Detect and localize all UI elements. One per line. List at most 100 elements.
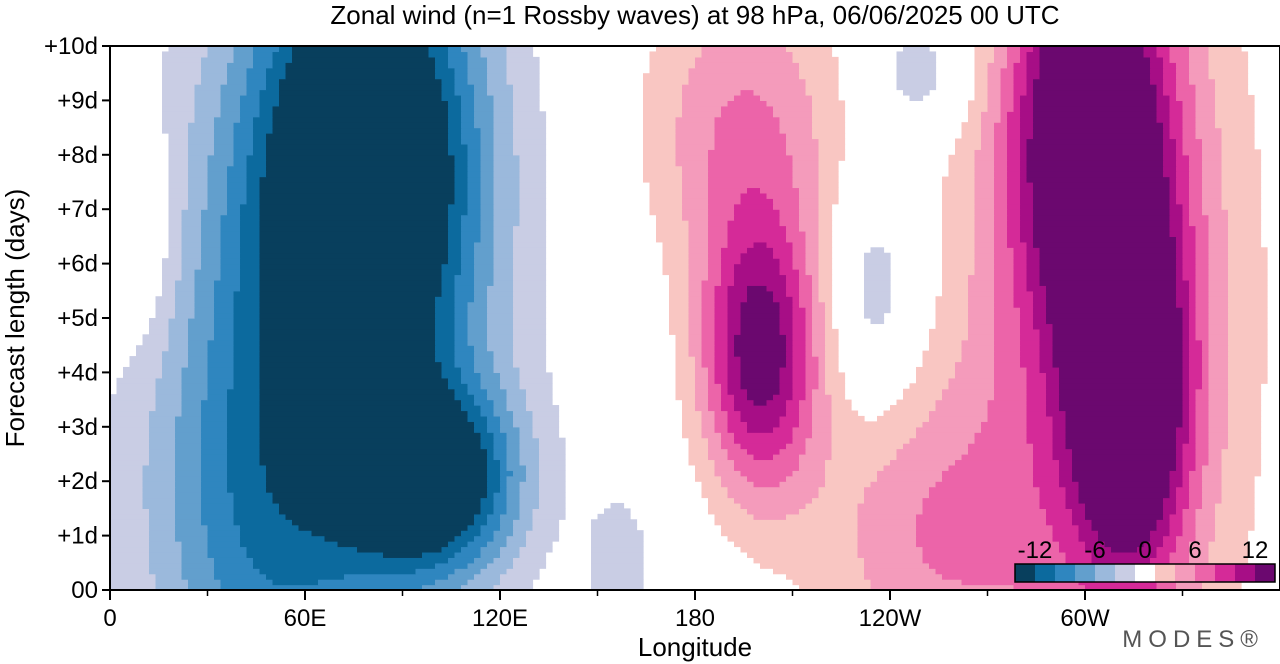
heatmap-cell <box>968 448 1034 455</box>
heatmap-cell <box>207 356 235 363</box>
heatmap-cell <box>1189 160 1203 167</box>
heatmap-cell <box>812 116 846 123</box>
heatmap-cell <box>974 225 995 232</box>
heatmap-cell <box>1033 312 1047 319</box>
heatmap-cell <box>1007 154 1021 161</box>
heatmap-cell <box>259 296 436 303</box>
heatmap-cell <box>539 459 566 466</box>
heatmap-cell <box>1007 56 1021 63</box>
heatmap-cell <box>493 192 521 199</box>
heatmap-cell <box>266 481 488 488</box>
heatmap-cell <box>1176 154 1190 161</box>
heatmap-cell <box>968 116 982 123</box>
heatmap-cell <box>279 84 443 91</box>
heatmap-cell <box>610 502 625 509</box>
heatmap-cell <box>929 410 989 417</box>
heatmap-cell <box>1007 133 1021 140</box>
heatmap-cell <box>643 160 677 167</box>
heatmap-cell <box>1020 133 1034 140</box>
heatmap-cell <box>1020 56 1028 63</box>
heatmap-cell <box>539 492 566 499</box>
heatmap-cell <box>1156 51 1171 58</box>
heatmap-cell <box>812 274 820 281</box>
heatmap-cell <box>1026 252 1041 259</box>
heatmap-cell <box>1182 448 1197 455</box>
heatmap-cell <box>1189 557 1210 564</box>
heatmap-cell <box>513 345 547 352</box>
heatmap-cell <box>740 356 787 363</box>
heatmap-cell <box>1208 307 1229 314</box>
heatmap-cell <box>461 122 475 129</box>
heatmap-cell <box>812 133 846 140</box>
heatmap-cell <box>987 89 1002 96</box>
heatmap-cell <box>1007 122 1021 129</box>
heatmap-cell <box>1000 105 1015 112</box>
heatmap-cell <box>500 513 521 520</box>
heatmap-cell <box>487 73 508 80</box>
heatmap-cell <box>1059 546 1086 553</box>
heatmap-cell <box>506 394 527 401</box>
heatmap-cell <box>974 241 995 248</box>
heatmap-cell <box>1221 171 1262 178</box>
heatmap-cell <box>643 171 683 178</box>
heatmap-cell <box>233 149 254 156</box>
heatmap-cell <box>461 584 495 590</box>
heatmap-cell <box>506 51 534 58</box>
heatmap-cell <box>480 530 495 537</box>
heatmap-cell <box>825 318 833 325</box>
heatmap-cell <box>1013 269 1028 276</box>
heatmap-cell <box>675 339 690 346</box>
heatmap-cell <box>435 312 456 319</box>
heatmap-cell <box>1033 209 1171 216</box>
heatmap-cell <box>974 187 995 194</box>
heatmap-cell <box>1189 415 1197 422</box>
heatmap-cell <box>181 377 209 384</box>
heatmap-cell <box>1000 89 1015 96</box>
heatmap-cell <box>1026 279 1041 286</box>
heatmap-cell <box>487 89 514 96</box>
heatmap-cell <box>896 62 937 69</box>
heatmap-cell <box>467 165 482 172</box>
heatmap-cell <box>1026 149 1164 156</box>
heatmap-cell <box>493 247 514 254</box>
heatmap-cell <box>714 361 729 368</box>
heatmap-cell <box>825 383 846 390</box>
heatmap-cell <box>1208 541 1249 548</box>
heatmap-cell <box>1189 546 1210 553</box>
heatmap-cell <box>259 394 456 401</box>
heatmap-cell <box>1176 301 1190 308</box>
heatmap-cell <box>1059 383 1184 390</box>
heatmap-cell <box>916 519 1047 526</box>
heatmap-cell <box>487 421 501 428</box>
heatmap-cell <box>435 356 456 363</box>
heatmap-cell <box>805 443 833 450</box>
heatmap-cell <box>1007 192 1021 199</box>
heatmap-cell <box>818 214 833 221</box>
heatmap-cell <box>1189 405 1197 412</box>
heatmap-cell <box>701 486 729 493</box>
heatmap-cell <box>909 437 976 444</box>
heatmap-cell <box>799 584 872 590</box>
heatmap-cell <box>864 492 930 499</box>
heatmap-cell <box>513 127 547 134</box>
heatmap-cell <box>786 149 820 156</box>
heatmap-cell <box>727 356 742 363</box>
heatmap-cell <box>474 296 488 303</box>
heatmap-cell <box>194 89 222 96</box>
heatmap-cell <box>1065 426 1177 433</box>
x-axis-label: Longitude <box>638 632 752 662</box>
heatmap-cell <box>591 579 644 586</box>
heatmap-cell <box>175 285 196 292</box>
colorbar-label: 12 <box>1242 537 1269 564</box>
heatmap-cell <box>1182 519 1197 526</box>
heatmap-cell <box>786 339 794 346</box>
heatmap-cell <box>955 143 982 150</box>
heatmap-cell <box>259 568 417 575</box>
heatmap-cell <box>734 459 800 466</box>
heatmap-cell <box>1176 171 1190 178</box>
heatmap-cell <box>818 149 846 156</box>
heatmap-cell <box>812 328 826 335</box>
heatmap-cell <box>1202 149 1223 156</box>
heatmap-cell <box>467 318 488 325</box>
heatmap-cell <box>272 105 449 112</box>
